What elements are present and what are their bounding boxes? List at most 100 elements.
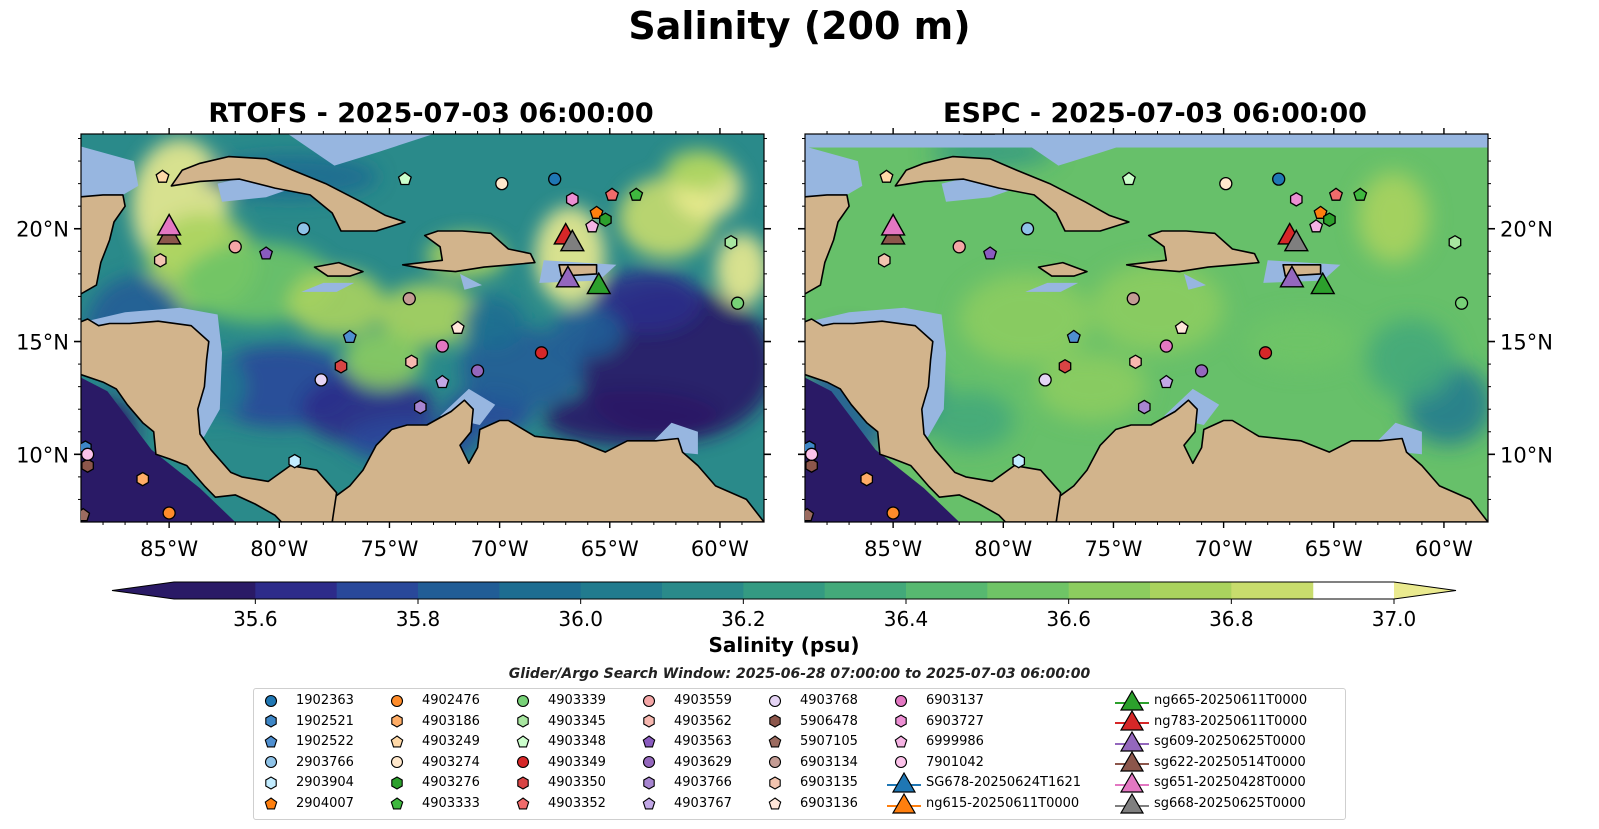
- legend-label: 6903727: [926, 713, 984, 729]
- legend-item-4903559: 4903559: [640, 690, 732, 711]
- triangle-marker-icon: [1115, 730, 1149, 752]
- rtofs-float-6903134: [402, 292, 416, 306]
- rtofs-float-4903629: [470, 364, 485, 378]
- hexagon-marker-icon: [391, 776, 403, 790]
- triangle-marker-icon: [1115, 751, 1149, 772]
- legend-item-4903563: 4903563: [640, 731, 732, 752]
- rtofs-float-2903904: [288, 453, 302, 469]
- legend-label: sg622-20250514T0000: [1154, 754, 1306, 770]
- espc-glider-sg609-20250625T0000: [1279, 264, 1305, 288]
- rtofs-pacific: [81, 377, 236, 522]
- espc-panel-title: ESPC - 2025-07-03 06:00:00: [943, 98, 1367, 129]
- espc-xtick-label: 85°W: [864, 537, 922, 561]
- rtofs-shelf-8: [460, 273, 482, 290]
- rtofs-land-0: [331, 399, 764, 522]
- espc-float-1902363: [1272, 172, 1286, 186]
- rtofs-land-2: [81, 194, 126, 295]
- espc-float-4903276: [1323, 212, 1336, 228]
- colorbar-tick-label: 35.6: [233, 607, 278, 631]
- colorbar-segment: [580, 582, 663, 599]
- legend-item-ng665-20250611T0000: ng665-20250611T0000: [1114, 689, 1307, 711]
- legend-label: 6903137: [926, 693, 984, 708]
- colorbar-label: Salinity (psu): [708, 633, 859, 657]
- espc-float-6999986: [1309, 219, 1324, 233]
- triangle-marker-icon: [1115, 710, 1149, 731]
- espc-float-4903767: [1159, 374, 1174, 389]
- espc-ytick-label: 10°N: [1500, 443, 1553, 467]
- legend-item-4903339: 4903339: [514, 690, 606, 711]
- circle-marker-icon: [642, 756, 656, 769]
- rtofs-float-6903137: [435, 339, 449, 353]
- pentagon-marker-icon: [516, 796, 530, 809]
- legend-item-4903333: 4903333: [388, 793, 480, 814]
- rtofs-float-4903563: [259, 246, 274, 260]
- colorbar-tick-label: 36.8: [1209, 607, 1254, 631]
- triangle-marker-icon: [1115, 792, 1149, 814]
- rtofs-xtick-label: 75°W: [360, 537, 418, 561]
- pentagon-marker-icon: [390, 735, 404, 748]
- rtofs-shelf-6: [301, 282, 355, 292]
- legend-item-7901042: 7901042: [892, 752, 984, 773]
- hexagon-marker-icon: [517, 714, 529, 728]
- rtofs-land-1: [81, 318, 338, 522]
- legend-item-4903274: 4903274: [388, 752, 480, 773]
- espc-float-4903563: [983, 246, 998, 260]
- colorbar-tick-label: 36.0: [558, 607, 603, 631]
- rtofs-float-4903276: [599, 212, 612, 228]
- rtofs-xtick-label: 70°W: [471, 537, 529, 561]
- legend-label: 7901042: [926, 754, 984, 770]
- hexagon-marker-icon: [265, 714, 277, 728]
- espc-float-6903134: [1126, 292, 1140, 306]
- rtofs-glider-sg668-20250625T0000: [559, 228, 585, 252]
- legend-label: 4903348: [548, 734, 606, 750]
- legend-label: 4903352: [548, 796, 606, 811]
- legend-label: 4902476: [422, 693, 480, 708]
- espc-float-4903559: [952, 240, 966, 254]
- legend-label: 4903339: [548, 693, 606, 708]
- espc-float-4902476: [886, 506, 900, 520]
- circle-marker-icon: [768, 694, 782, 707]
- colorbar-segment: [255, 582, 338, 599]
- legend-item-2903904: 2903904: [262, 772, 354, 793]
- espc-panel: 85°W 80°W 75°W 70°W 65°W 60°W 20°N 15°N 10°N: [798, 128, 1553, 561]
- legend-item-4903348: 4903348: [514, 731, 606, 752]
- circle-marker-icon: [516, 756, 530, 769]
- rtofs-xtick-label: 85°W: [140, 537, 198, 561]
- espc-float-4903562: [1129, 354, 1142, 370]
- legend-label: 4903345: [548, 713, 606, 729]
- colorbar-segment: [418, 582, 500, 599]
- colorbar-segment: [1231, 582, 1314, 599]
- colorbar-segment: [906, 582, 988, 599]
- rtofs-float-6903135: [153, 252, 167, 268]
- espc-float-4903249: [879, 169, 894, 183]
- espc-land-6: [1037, 261, 1088, 277]
- triangle-marker-icon: [1115, 771, 1149, 793]
- legend-item-6903137: 6903137: [892, 690, 984, 711]
- colorbar-segment: [174, 582, 256, 599]
- espc-ytick-label: 15°N: [1500, 331, 1553, 355]
- colorbar-tick-label: 36.2: [721, 607, 766, 631]
- legend-item-4903186: 4903186: [388, 711, 480, 732]
- espc-shelf-0: [805, 307, 946, 455]
- espc-float-4903350: [1058, 358, 1072, 374]
- legend-item-6903134: 6903134: [766, 752, 858, 773]
- colorbar-tick-label: 36.6: [1046, 607, 1091, 631]
- legend-item-5906478: 5906478: [766, 711, 858, 732]
- legend-item-6903727: 6903727: [892, 711, 984, 732]
- legend-label: 4903350: [548, 775, 606, 791]
- espc-float-6903137: [1159, 339, 1173, 353]
- legend-item-1902521: 1902521: [262, 711, 354, 732]
- rtofs-land-7: [238, 134, 272, 135]
- circle-marker-icon: [642, 694, 656, 707]
- pentagon-marker-icon: [390, 796, 404, 809]
- circle-marker-icon: [264, 756, 278, 769]
- legend-item-4903345: 4903345: [514, 711, 606, 732]
- legend-label: SG678-20250624T1621: [926, 775, 1082, 791]
- espc-float-1902522: [1066, 329, 1081, 344]
- legend-label: 2904007: [296, 796, 354, 811]
- hexagon-marker-icon: [895, 714, 907, 728]
- rtofs-ytick-label: 20°N: [16, 218, 69, 242]
- pentagon-marker-icon: [642, 735, 656, 748]
- espc-xtick-label: 70°W: [1195, 537, 1253, 561]
- rtofs-float-5907105: [81, 507, 91, 522]
